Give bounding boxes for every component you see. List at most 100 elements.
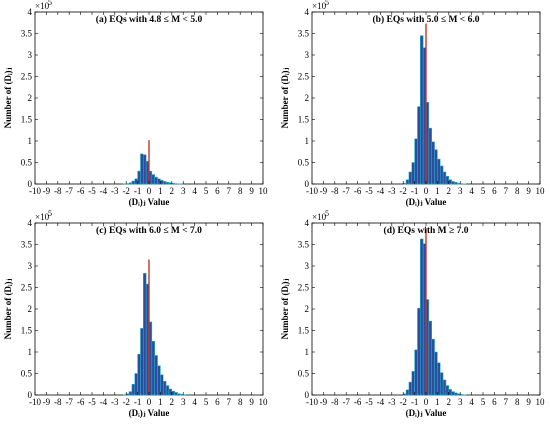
histogram-bar <box>177 393 181 396</box>
x-tick-label: -8 <box>331 186 339 196</box>
x-axis-label: (Dᵢ)ⱼ Value <box>129 408 170 418</box>
chart-title: (c) EQs with 6.0 ≤ M < 7.0 <box>96 225 202 236</box>
x-axis-label: (Dᵢ)ⱼ Value <box>406 408 447 418</box>
y-tick-label: 1 <box>28 136 33 146</box>
histogram-bar <box>420 35 424 185</box>
x-tick-label: 4 <box>469 397 474 407</box>
histogram-bar <box>165 182 170 185</box>
x-tick-label: 1 <box>435 186 440 196</box>
histogram-bar <box>428 127 432 185</box>
histogram-bar <box>125 393 130 396</box>
x-tick-label: -4 <box>377 186 385 196</box>
y-multiplier-exponent: 5 <box>325 209 329 218</box>
panel-d: -10 -9 -8 -7 -6 -5 -4 -3 -2 -1 0 1 2 3 4 5 6 7 8 9 1000.511.… <box>280 209 545 418</box>
x-tick-label: -9 <box>43 186 51 196</box>
x-tick-label: 2 <box>447 397 452 407</box>
x-tick-label: -9 <box>320 397 328 407</box>
histogram-bar <box>160 374 164 396</box>
histogram-bar <box>411 371 415 396</box>
histogram-bar <box>151 341 155 396</box>
y-multiplier: ×10 <box>35 212 50 222</box>
x-tick-label: -2 <box>122 186 130 196</box>
y-tick-label: 3.5 <box>298 240 310 250</box>
x-tick-label: 3 <box>181 186 186 196</box>
x-tick-label: -5 <box>88 397 96 407</box>
histogram-bar <box>437 158 441 185</box>
x-tick-label: -3 <box>388 186 396 196</box>
x-tick-label: -4 <box>377 397 385 407</box>
x-tick-label: 6 <box>215 397 220 407</box>
x-tick-label: -7 <box>342 186 350 196</box>
histogram-bar <box>137 353 141 396</box>
x-tick-label: -6 <box>77 397 85 407</box>
histogram-bar <box>448 389 452 396</box>
y-tick-label: 1 <box>305 136 310 146</box>
histogram-bar <box>134 373 138 396</box>
histogram-bar <box>402 393 407 396</box>
histogram-bar <box>171 182 175 185</box>
y-tick-label: 4 <box>28 218 33 228</box>
x-tick-label: -2 <box>399 186 407 196</box>
histogram-bar <box>137 170 141 185</box>
histogram-bar <box>440 372 444 396</box>
x-tick-label: 4 <box>192 397 197 407</box>
y-tick-label: 0 <box>28 179 33 189</box>
panel-c: -10 -9 -8 -7 -6 -5 -4 -3 -2 -1 0 1 2 3 4 5 6 7 8 9 1000.511.… <box>3 209 268 418</box>
x-tick-label: 8 <box>515 397 520 407</box>
x-axis-label: (Dᵢ)ⱼ Value <box>406 197 447 207</box>
x-tick-label: 6 <box>492 186 497 196</box>
histogram-bar <box>174 392 178 396</box>
y-tick-label: 3 <box>28 50 33 60</box>
y-tick-label: 4 <box>305 218 310 228</box>
x-tick-label: 7 <box>504 397 509 407</box>
x-tick-label: -8 <box>331 397 339 407</box>
histogram-bar <box>457 182 461 185</box>
histogram-bar <box>448 179 452 185</box>
x-tick-label: 10 <box>536 186 546 196</box>
y-tick-label: 1 <box>28 347 33 357</box>
x-tick-label: -1 <box>411 186 419 196</box>
y-multiplier: ×10 <box>312 212 327 222</box>
x-tick-label: 10 <box>259 186 269 196</box>
histogram-bar <box>437 362 441 396</box>
x-tick-label: 3 <box>458 186 463 196</box>
histogram-bar <box>128 182 133 185</box>
histogram-bar <box>143 154 147 185</box>
y-tick-label: 1.5 <box>21 115 33 125</box>
y-multiplier: ×10 <box>35 1 50 11</box>
y-tick-label: 0 <box>305 179 310 189</box>
histogram-bar <box>440 165 444 185</box>
histogram-bar <box>408 171 412 185</box>
x-tick-label: 2 <box>447 186 452 196</box>
x-tick-label: 4 <box>469 186 474 196</box>
histogram-bar <box>445 385 450 396</box>
x-tick-label: 7 <box>504 186 509 196</box>
x-tick-label: -6 <box>77 186 85 196</box>
x-tick-label: 9 <box>249 397 254 407</box>
histogram-bar <box>140 153 144 185</box>
panel-a: -10 -9 -8 -7 -6 -5 -4 -3 -2 -1 0 1 2 3 4 5 6 7 8 9 1000.511.… <box>3 0 268 207</box>
y-tick-label: 1.5 <box>298 115 310 125</box>
histogram-bar <box>451 181 455 185</box>
x-tick-label: -10 <box>29 186 41 196</box>
histogram-bar <box>180 393 184 396</box>
histogram-bar <box>411 162 415 185</box>
y-tick-label: 2.5 <box>21 283 33 293</box>
x-tick-label: 8 <box>238 397 243 407</box>
histogram-bar <box>140 328 144 396</box>
x-tick-label: -9 <box>43 397 51 407</box>
x-tick-label: -8 <box>54 397 62 407</box>
y-axis-label: Number of (Dᵢ)ⱼ <box>3 278 13 339</box>
histogram-bar <box>442 379 447 396</box>
y-tick-label: 0 <box>28 390 33 400</box>
histogram-bar <box>434 149 438 185</box>
histogram-bar <box>154 355 158 396</box>
x-tick-label: 0 <box>147 397 152 407</box>
y-tick-label: 3.5 <box>21 240 33 250</box>
x-tick-label: 2 <box>170 397 175 407</box>
x-tick-label: 5 <box>481 186 486 196</box>
histogram-bar <box>414 349 418 396</box>
x-tick-label: -3 <box>388 397 396 407</box>
y-tick-label: 2 <box>28 304 33 314</box>
chart-title: (d) EQs with M ≥ 7.0 <box>384 225 469 236</box>
